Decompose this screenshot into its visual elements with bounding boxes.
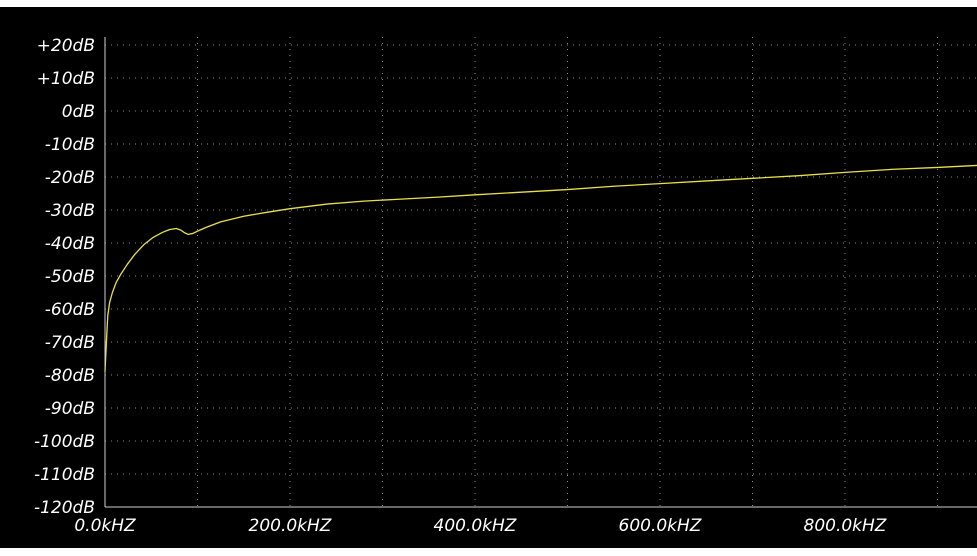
y-tick-label: -50dB	[45, 267, 95, 287]
y-tick-label: -120dB	[34, 498, 95, 518]
x-tick-label: 0.0kHZ	[74, 516, 136, 536]
axis-layer	[104, 37, 977, 508]
grid-layer	[105, 37, 977, 507]
x-tick-label: 800.0kHZ	[804, 516, 887, 536]
y-tick-label: +10dB	[37, 69, 95, 89]
frequency-response-chart: +20dB +10dB 0dB -10dB -20dB -30dB -40dB -50dB -6…	[34, 36, 977, 536]
y-tick-label: -10dB	[45, 135, 95, 155]
y-tick-label: -40dB	[45, 234, 95, 254]
y-tick-label: -60dB	[45, 300, 95, 320]
tick-label-layer: +20dB +10dB 0dB -10dB -20dB -30dB -40dB -50dB -6…	[34, 36, 887, 536]
x-tick-label: 200.0kHZ	[249, 516, 332, 536]
y-tick-label: -80dB	[45, 366, 95, 386]
y-tick-label: 0dB	[62, 102, 95, 122]
y-tick-label: -100dB	[34, 432, 95, 452]
y-tick-label: +20dB	[37, 36, 95, 56]
plot-frame: +20dB +10dB 0dB -10dB -20dB -30dB -40dB -50dB -6…	[0, 7, 977, 548]
y-tick-label: -20dB	[45, 168, 95, 188]
y-tick-label: -90dB	[45, 399, 95, 419]
x-tick-label: 400.0kHZ	[434, 516, 517, 536]
x-tick-label: 600.0kHZ	[619, 516, 702, 536]
y-tick-label: -30dB	[45, 201, 95, 221]
y-tick-label: -110dB	[34, 465, 95, 485]
y-tick-label: -70dB	[45, 333, 95, 353]
trace-layer	[104, 164, 977, 372]
series-line	[104, 164, 977, 372]
